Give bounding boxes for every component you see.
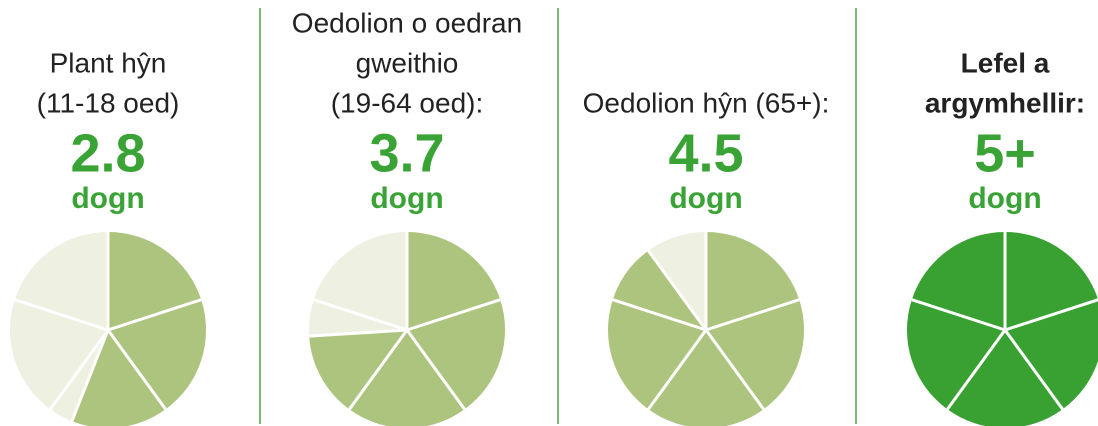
pie-slice	[407, 299, 506, 410]
pie-slice	[1005, 232, 1098, 330]
pie-slice	[706, 299, 804, 410]
slice-separator	[946, 329, 1007, 411]
slice-separator	[106, 329, 167, 411]
slice-separator	[107, 298, 202, 332]
pie-slice	[648, 330, 764, 426]
pie-slice	[71, 330, 166, 426]
pie-slice	[108, 232, 202, 330]
panel-label: gweithio	[356, 47, 459, 78]
slice-separator	[647, 329, 708, 411]
slice-separator	[405, 329, 466, 411]
slice-separator	[1004, 298, 1098, 332]
slice-separator	[309, 328, 408, 338]
pie-slice	[947, 330, 1063, 426]
pie-slice	[309, 330, 407, 410]
slice-separator	[911, 298, 1006, 332]
pie-slice	[911, 232, 1005, 330]
slice-separator	[49, 329, 110, 411]
portion-value: 4.5	[668, 123, 743, 183]
portion-value: 2.8	[70, 123, 145, 183]
portion-value: 3.7	[369, 123, 444, 183]
pie-slice	[612, 250, 706, 330]
slice-separator	[705, 298, 800, 332]
pie-slice	[407, 232, 501, 330]
panel-label: Oedolion o oedran	[292, 7, 522, 38]
slice-separator	[313, 298, 408, 332]
pie-slice	[907, 299, 1005, 410]
slice-separator	[1003, 329, 1064, 411]
pie	[308, 232, 506, 426]
slice-separator	[348, 329, 409, 411]
pie-slice-empty	[9, 299, 108, 410]
portion-unit: dogn	[669, 182, 742, 215]
portion-unit: dogn	[370, 182, 443, 215]
pie-slice	[706, 232, 800, 330]
slice-separator	[612, 298, 707, 332]
panel-label: argymhellir:	[925, 87, 1085, 118]
pie-slice-empty	[313, 232, 407, 330]
pie	[608, 232, 804, 426]
pie-slice	[349, 330, 465, 426]
pie-slice	[1005, 299, 1098, 410]
panel-label: (19-64 oed):	[331, 87, 484, 118]
slice-separator	[406, 298, 501, 332]
slice-separator	[704, 329, 765, 411]
panel-label: Lefel a	[961, 47, 1050, 78]
panel-label: Oedolion hŷn (65+):	[583, 87, 830, 118]
portion-unit: dogn	[968, 182, 1041, 215]
portion-unit: dogn	[71, 182, 144, 215]
pie-slice	[608, 299, 706, 410]
slice-separator	[70, 329, 110, 422]
pie-slice	[108, 299, 207, 410]
portion-value: 5+	[974, 123, 1036, 183]
panel-label: (11-18 oed)	[37, 87, 180, 118]
slice-separator	[14, 298, 109, 332]
pie-slice-empty	[14, 232, 108, 330]
pie	[9, 232, 207, 426]
panel-label: Plant hŷn	[50, 47, 167, 78]
pie	[907, 232, 1098, 426]
slice-separator	[647, 249, 708, 331]
